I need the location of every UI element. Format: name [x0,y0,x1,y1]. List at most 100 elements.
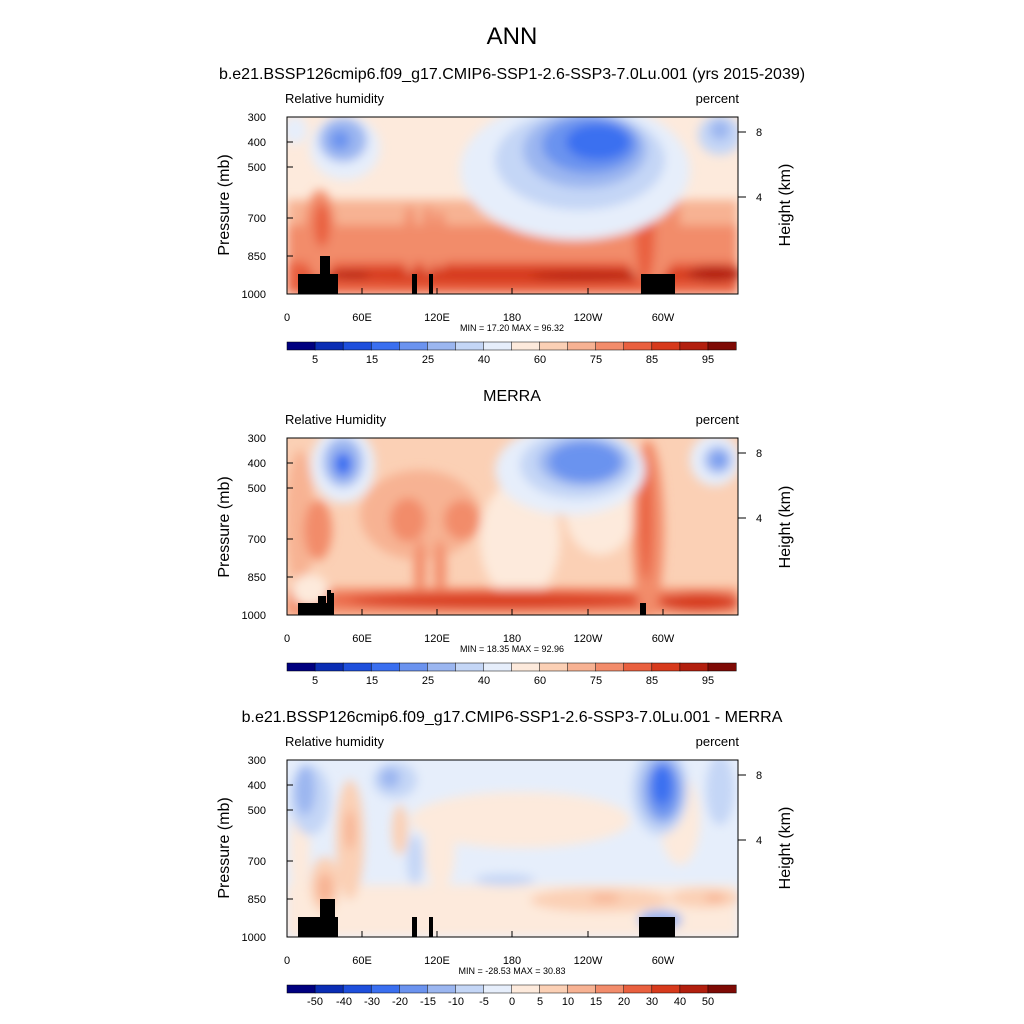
colorbar-swatch [511,984,541,994]
colorbar-swatch [595,984,625,994]
y-tick-label: 700 [248,856,266,868]
x-axis: 0 60E 120E 180 120W 60W [284,931,675,967]
colorbar-swatch [427,984,456,994]
colorbar-label: -15 [420,996,436,1008]
panel-title: b.e21.BSSP126cmip6.f09_g17.CMIP6-SSP1-2.… [242,709,783,726]
y-tick-label: 700 [248,534,266,546]
y-tick-label: 1000 [242,932,266,944]
colorbar-label: -40 [336,996,352,1008]
y2-tick-label: 4 [756,835,762,847]
colorbar-label: 5 [537,996,543,1008]
colorbar-swatch [707,341,737,351]
topography-mask [298,899,675,937]
colorbar-swatch [679,341,709,351]
x-tick-label: 180 [503,312,521,324]
colorbar-swatch [595,341,625,351]
colorbar-label: 95 [702,354,714,366]
x-tick-label: 180 [503,633,521,645]
y-tick-label: 300 [248,433,266,445]
colorbar-swatch [342,662,372,672]
colorbar-swatch [314,984,344,994]
y-tick-label: 500 [248,162,266,174]
panel-model: b.e21.BSSP126cmip6.f09_g17.CMIP6-SSP1-2.… [216,66,805,366]
y-tick-label: 500 [248,483,266,495]
panel-title: MERRA [483,388,541,405]
colorbar-label: 60 [534,675,546,687]
y2-tick-label: 4 [756,513,762,525]
colorbar-label: 85 [646,675,658,687]
colorbar-swatch [539,341,569,351]
colorbar-swatch [286,341,316,351]
variable-label: Relative humidity [285,91,384,106]
x-tick-label: 60W [652,312,675,324]
colorbar-swatch [707,984,737,994]
y2-axis: 8 4 Height (km) [738,770,794,889]
x-tick-label: 120W [574,955,603,967]
colorbar-swatch [679,662,709,672]
y-axis-title: Pressure (mb) [216,154,233,255]
colorbar-swatch [539,662,569,672]
colorbar-swatch [286,662,316,672]
panel-difference: b.e21.BSSP126cmip6.f09_g17.CMIP6-SSP1-2.… [216,709,794,1008]
y-tick-label: 850 [248,251,266,263]
y-tick-label: 400 [248,137,266,149]
panel-title: b.e21.BSSP126cmip6.f09_g17.CMIP6-SSP1-2.… [219,66,805,83]
y2-axis-title: Height (km) [777,164,794,247]
colorbar-label: 25 [422,354,434,366]
colorbar-label: 10 [562,996,574,1008]
colorbar-label: 75 [590,354,602,366]
colorbar-labels: 5 15 25 40 60 75 85 95 [312,354,714,366]
x-tick-label: 120W [574,633,603,645]
x-tick-label: 60W [652,633,675,645]
x-tick-label: 0 [284,633,290,645]
colorbar-label: -5 [479,996,489,1008]
colorbar-swatch [455,662,484,672]
y-tick-label: 700 [248,213,266,225]
colorbar-label: 60 [534,354,546,366]
colorbar-swatch [595,662,625,672]
colorbar-swatch [427,341,456,351]
colorbar-label: 15 [366,354,378,366]
colorbar-label: 75 [590,675,602,687]
colorbar-swatch [314,662,344,672]
colorbar-swatch [707,662,737,672]
x-tick-label: 120E [424,312,450,324]
colorbar-label: 20 [618,996,630,1008]
panel-merra: MERRA Relative Humidity percent [216,388,794,687]
x-tick-label: 120W [574,312,603,324]
x-tick-label: 60E [352,312,372,324]
x-tick-label: 180 [503,955,521,967]
colorbar-swatch [567,662,597,672]
colorbar-swatch [342,984,372,994]
topography-mask [298,590,646,615]
colorbar-swatch [567,341,597,351]
colorbar-swatch [427,662,456,672]
y-axis-title: Pressure (mb) [216,476,233,577]
colorbar-swatch [623,984,653,994]
y-axis: 300 400 500 700 850 1000 Pressure (mb) [216,433,293,622]
colorbar-swatch [483,984,513,994]
y2-axis-title: Height (km) [777,486,794,569]
figure-title: ANN [487,23,538,50]
colorbar-swatch [651,341,681,351]
colorbar-swatch [370,341,400,351]
colorbar-swatch [399,984,428,994]
y-tick-label: 850 [248,894,266,906]
colorbar-swatch [370,662,400,672]
colorbar-swatch [483,341,513,351]
y2-tick-label: 4 [756,192,762,204]
colorbar-swatch [399,662,428,672]
variable-label: Relative humidity [285,734,384,749]
colorbar-label: -50 [307,996,323,1008]
min-max-stats: MIN = 17.20 MAX = 96.32 [460,323,564,333]
colorbar-swatch [567,984,597,994]
y2-axis-title: Height (km) [777,807,794,890]
colorbar-label: 5 [312,675,318,687]
colorbar-labels: -50 -40 -30 -20 -15 -10 -5 0 5 10 15 20 … [307,996,714,1008]
colorbar-swatch [511,341,541,351]
y-axis: 300 400 500 700 850 1000 Pressure (mb) [216,755,293,944]
y-axis: 300 400 500 700 850 1000 Pressure (mb) [216,112,293,301]
y2-tick-label: 8 [756,127,762,139]
heatmap-field [287,117,738,294]
